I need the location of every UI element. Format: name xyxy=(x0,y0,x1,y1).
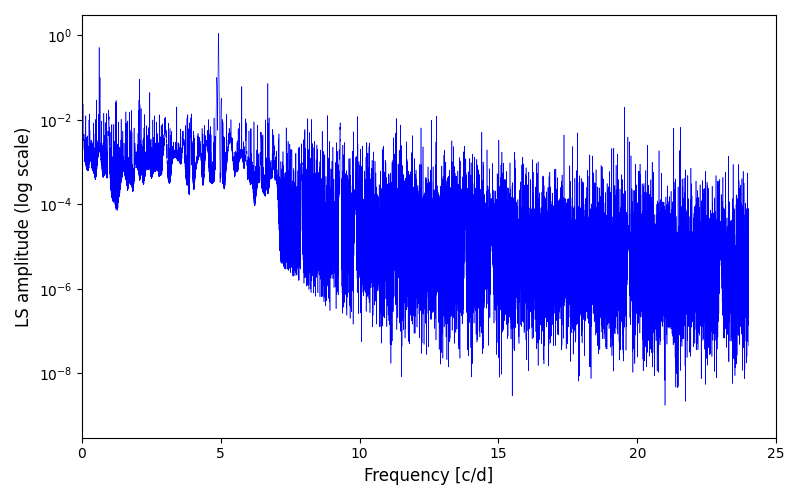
X-axis label: Frequency [c/d]: Frequency [c/d] xyxy=(364,467,494,485)
Y-axis label: LS amplitude (log scale): LS amplitude (log scale) xyxy=(15,126,33,326)
